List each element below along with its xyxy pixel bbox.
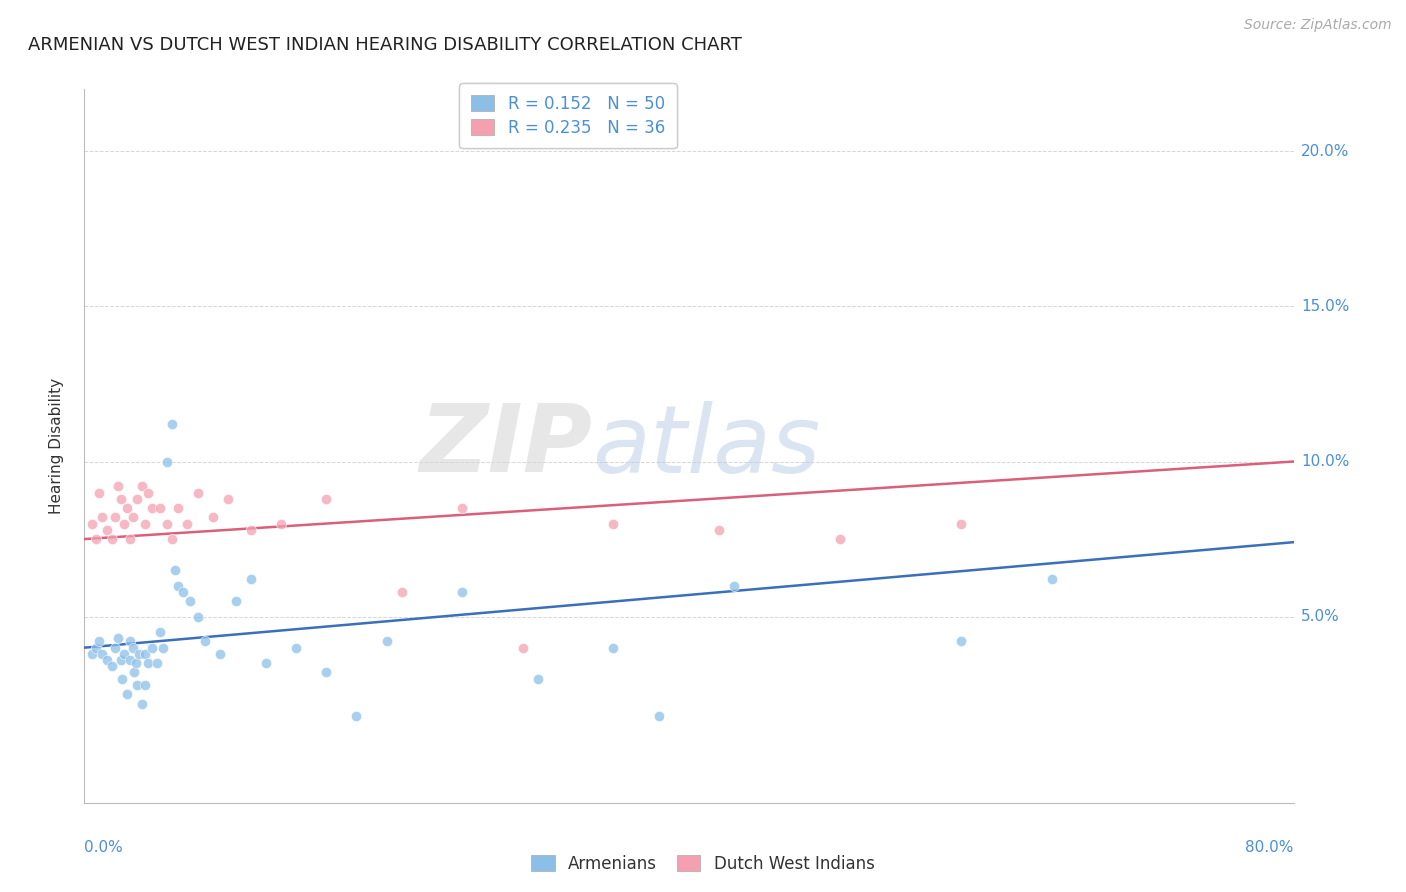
Point [118, 653, 141, 667]
Point [160, 532, 183, 546]
Point [172, 584, 194, 599]
Point [709, 523, 731, 537]
Point [375, 634, 398, 648]
Point [136, 656, 159, 670]
Point [111, 672, 134, 686]
Point [239, 573, 262, 587]
Point [128, 647, 150, 661]
Point [141, 501, 163, 516]
Text: 10.0%: 10.0% [1301, 454, 1350, 469]
Text: 5.0%: 5.0% [1301, 609, 1340, 624]
Point [121, 640, 143, 655]
Point [512, 640, 534, 655]
Text: atlas: atlas [592, 401, 821, 491]
Point [156, 454, 179, 468]
Point [131, 697, 153, 711]
Point [950, 634, 973, 648]
Point [136, 485, 159, 500]
Point [167, 501, 190, 516]
Text: ARMENIAN VS DUTCH WEST INDIAN HEARING DISABILITY CORRELATION CHART: ARMENIAN VS DUTCH WEST INDIAN HEARING DI… [28, 36, 742, 54]
Point [1040, 573, 1063, 587]
Point [167, 579, 190, 593]
Point [91, 647, 114, 661]
Point [346, 709, 368, 723]
Point [602, 516, 624, 531]
Point [270, 516, 292, 531]
Point [115, 687, 138, 701]
Point [127, 491, 149, 506]
Point [602, 640, 624, 655]
Point [100, 659, 122, 673]
Point [110, 653, 132, 667]
Point [107, 479, 129, 493]
Point [127, 678, 149, 692]
Text: Source: ZipAtlas.com: Source: ZipAtlas.com [1244, 18, 1392, 32]
Point [152, 640, 174, 655]
Point [112, 647, 135, 661]
Point [239, 523, 262, 537]
Point [96, 523, 118, 537]
Point [225, 594, 247, 608]
Point [156, 516, 179, 531]
Point [121, 510, 143, 524]
Point [315, 491, 337, 506]
Point [201, 510, 224, 524]
Point [125, 656, 148, 670]
Point [723, 579, 745, 593]
Text: 0.0%: 0.0% [84, 840, 124, 855]
Point [149, 501, 172, 516]
Point [194, 634, 217, 648]
Point [163, 563, 186, 577]
Text: ZIP: ZIP [419, 400, 592, 492]
Point [115, 501, 138, 516]
Point [830, 532, 852, 546]
Point [89, 485, 111, 500]
Point [254, 656, 277, 670]
Point [89, 634, 111, 648]
Point [86, 640, 108, 655]
Point [118, 532, 141, 546]
Point [112, 516, 135, 531]
Point [176, 516, 198, 531]
Point [104, 640, 127, 655]
Point [284, 640, 308, 655]
Point [146, 656, 169, 670]
Point [315, 665, 337, 680]
Point [950, 516, 973, 531]
Point [131, 479, 153, 493]
Point [100, 532, 122, 546]
Text: 20.0%: 20.0% [1301, 144, 1350, 159]
Point [118, 634, 141, 648]
Y-axis label: Hearing Disability: Hearing Disability [49, 378, 63, 514]
Point [141, 640, 163, 655]
Point [96, 653, 118, 667]
Point [104, 510, 127, 524]
Legend: R = 0.152   N = 50, R = 0.235   N = 36: R = 0.152 N = 50, R = 0.235 N = 36 [460, 83, 676, 148]
Point [209, 647, 232, 661]
Point [80, 516, 103, 531]
Point [391, 584, 413, 599]
Point [134, 516, 156, 531]
Text: 15.0%: 15.0% [1301, 299, 1350, 314]
Point [80, 647, 103, 661]
Point [526, 672, 548, 686]
Point [122, 665, 145, 680]
Point [451, 584, 474, 599]
Point [179, 594, 201, 608]
Point [187, 485, 209, 500]
Point [107, 632, 129, 646]
Point [91, 510, 114, 524]
Point [451, 501, 474, 516]
Point [217, 491, 239, 506]
Point [110, 491, 132, 506]
Point [647, 709, 671, 723]
Point [187, 609, 209, 624]
Legend: Armenians, Dutch West Indians: Armenians, Dutch West Indians [524, 848, 882, 880]
Point [160, 417, 183, 432]
Point [134, 647, 156, 661]
Text: 80.0%: 80.0% [1246, 840, 1294, 855]
Point [86, 532, 108, 546]
Point [134, 678, 156, 692]
Point [149, 625, 172, 640]
